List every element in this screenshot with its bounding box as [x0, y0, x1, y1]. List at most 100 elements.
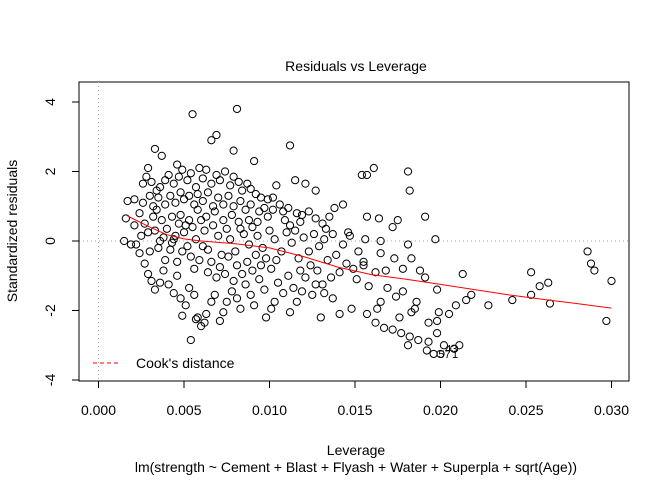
data-point — [231, 247, 240, 256]
data-point — [292, 209, 301, 218]
data-point — [207, 179, 216, 188]
data-point — [207, 297, 216, 306]
data-point — [359, 261, 368, 270]
data-point — [155, 236, 165, 246]
data-point — [381, 266, 390, 275]
data-point — [251, 189, 260, 199]
data-point — [162, 224, 171, 233]
data-point — [214, 193, 223, 202]
data-point — [207, 257, 216, 266]
data-point — [321, 224, 331, 233]
data-point — [212, 273, 221, 282]
data-point — [238, 186, 247, 195]
data-point — [535, 282, 544, 291]
data-point — [135, 249, 144, 258]
data-point — [291, 176, 300, 185]
data-point — [140, 219, 149, 228]
data-point — [169, 179, 178, 188]
data-point — [292, 297, 301, 306]
data-point — [178, 165, 187, 174]
data-point — [167, 238, 177, 247]
data-point — [173, 257, 182, 266]
data-point — [451, 301, 460, 310]
data-point — [186, 335, 195, 345]
data-point — [188, 223, 197, 232]
data-point — [267, 264, 276, 273]
data-point — [439, 341, 449, 350]
data-point — [193, 313, 202, 322]
data-point — [164, 280, 173, 289]
x-axis: 0.000 0.005 0.010 0.015 0.020 0.025 0.030 — [81, 380, 629, 418]
point-label: 57 — [438, 349, 450, 361]
data-point — [178, 247, 187, 256]
data-point — [236, 304, 245, 313]
data-point — [311, 186, 320, 195]
data-point — [338, 240, 348, 249]
data-point — [202, 309, 211, 319]
data-point — [407, 254, 416, 263]
data-point — [215, 262, 225, 272]
data-point — [207, 136, 216, 145]
data-point — [222, 297, 231, 306]
data-point — [390, 254, 399, 263]
data-point — [191, 183, 201, 192]
data-point — [284, 271, 293, 280]
data-point — [238, 269, 247, 279]
data-point — [388, 223, 397, 232]
data-point — [268, 193, 278, 202]
data-point — [431, 235, 440, 244]
data-point — [147, 177, 156, 187]
data-point — [369, 163, 378, 173]
data-point — [527, 290, 536, 299]
data-point — [393, 216, 402, 225]
data-point — [450, 344, 459, 353]
data-point — [132, 240, 141, 249]
data-point — [253, 231, 262, 240]
data-point — [403, 240, 413, 249]
data-point — [260, 203, 269, 213]
data-point — [311, 214, 320, 223]
data-point — [219, 200, 228, 209]
data-point — [306, 261, 315, 270]
data-point — [544, 278, 553, 287]
data-point — [398, 287, 407, 296]
data-point — [422, 346, 431, 355]
data-point — [215, 316, 225, 326]
data-point — [161, 200, 170, 209]
data-point — [325, 212, 334, 221]
data-point — [279, 207, 288, 216]
data-point — [198, 242, 207, 251]
data-point — [123, 196, 132, 206]
x-axis-title: Leverage — [327, 442, 386, 458]
data-point — [374, 214, 384, 223]
data-point — [424, 318, 433, 327]
data-point — [178, 311, 187, 320]
data-point — [171, 198, 180, 207]
data-point — [197, 216, 206, 225]
data-point — [174, 172, 183, 181]
x-tick-label: 0.010 — [252, 402, 287, 418]
data-point — [362, 212, 372, 221]
data-point — [248, 223, 257, 232]
data-point — [198, 196, 207, 206]
data-point — [140, 259, 149, 268]
data-point — [166, 245, 175, 254]
model-formula: lm(strength ~ Cement + Blast + Flyash + … — [135, 459, 577, 475]
data-point — [301, 273, 310, 282]
data-point — [239, 229, 248, 239]
data-point — [289, 283, 298, 293]
data-point — [202, 212, 211, 221]
data-point — [328, 229, 337, 239]
data-point — [227, 287, 236, 296]
data-point — [185, 283, 194, 293]
y-axis: -4 -2 0 2 4 — [42, 98, 80, 386]
data-point — [179, 195, 189, 204]
data-point — [291, 226, 300, 235]
data-point — [186, 169, 195, 178]
x-tick-label: 0.025 — [508, 402, 543, 418]
y-axis-title: Standardized residuals — [4, 160, 20, 302]
data-point — [143, 163, 153, 173]
point-label: 43 — [445, 344, 457, 356]
data-point — [202, 165, 211, 174]
data-point — [161, 176, 170, 185]
